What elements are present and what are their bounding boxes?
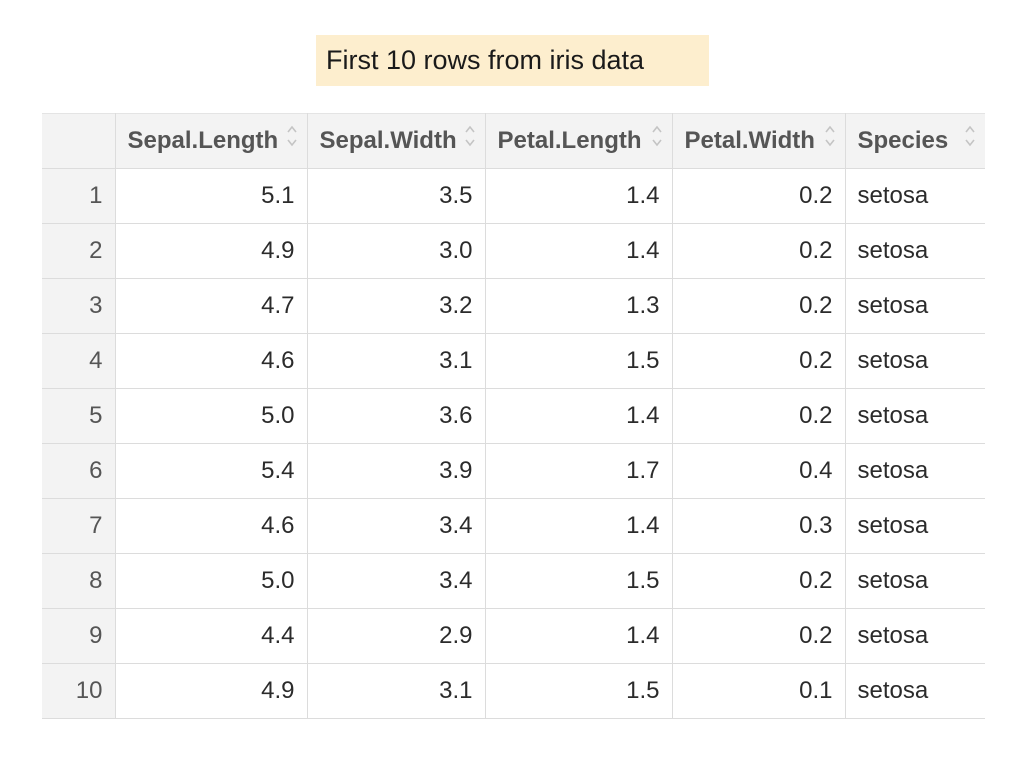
table-cell: setosa — [845, 388, 985, 444]
table-cell: setosa — [845, 333, 985, 389]
table-cell: 4.7 — [115, 278, 308, 334]
table-row[interactable]: 5 5.0 3.6 1.4 0.2 setosa — [42, 388, 985, 444]
table-row[interactable]: 1 5.1 3.5 1.4 0.2 setosa — [42, 168, 985, 224]
table-cell: 4.6 — [115, 333, 308, 389]
table-cell: 1.7 — [485, 443, 673, 499]
column-header-sepal-length[interactable]: Sepal.Length — [115, 113, 308, 169]
row-index: 9 — [42, 608, 116, 664]
table-cell: 5.4 — [115, 443, 308, 499]
table-cell: setosa — [845, 553, 985, 609]
table-cell: 0.3 — [672, 498, 846, 554]
index-column-header — [42, 113, 116, 169]
table-cell: 0.4 — [672, 443, 846, 499]
row-index: 5 — [42, 388, 116, 444]
table-cell: setosa — [845, 223, 985, 279]
slide-title: First 10 rows from iris data — [316, 35, 709, 86]
row-index: 6 — [42, 443, 116, 499]
table-cell: 0.2 — [672, 388, 846, 444]
table-cell: 3.6 — [307, 388, 486, 444]
sort-arrows-icon[interactable] — [464, 123, 475, 149]
column-header-label: Sepal.Length — [127, 127, 279, 154]
table-cell: 1.4 — [485, 168, 673, 224]
column-header-label: Petal.Width — [684, 127, 815, 154]
sort-arrows-icon[interactable] — [286, 123, 297, 149]
table-cell: 3.4 — [307, 553, 486, 609]
table-cell: setosa — [845, 498, 985, 554]
table-row[interactable]: 6 5.4 3.9 1.7 0.4 setosa — [42, 443, 985, 499]
row-index: 1 — [42, 168, 116, 224]
table-cell: 5.0 — [115, 388, 308, 444]
table-cell: 0.1 — [672, 663, 846, 719]
table-cell: 3.4 — [307, 498, 486, 554]
row-index: 7 — [42, 498, 116, 554]
table-cell: 1.5 — [485, 663, 673, 719]
table-cell: 4.9 — [115, 663, 308, 719]
table-cell: 0.2 — [672, 608, 846, 664]
table-cell: setosa — [845, 278, 985, 334]
table-cell: setosa — [845, 608, 985, 664]
table-cell: 1.5 — [485, 333, 673, 389]
table-cell: 0.2 — [672, 553, 846, 609]
table-cell: 0.2 — [672, 278, 846, 334]
table-row[interactable]: 10 4.9 3.1 1.5 0.1 setosa — [42, 663, 985, 719]
table-row[interactable]: 3 4.7 3.2 1.3 0.2 setosa — [42, 278, 985, 334]
table-cell: 1.4 — [485, 388, 673, 444]
table-cell: 3.1 — [307, 333, 486, 389]
table-cell: 5.1 — [115, 168, 308, 224]
table-cell: 4.9 — [115, 223, 308, 279]
column-header-sepal-width[interactable]: Sepal.Width — [307, 113, 486, 169]
row-index: 4 — [42, 333, 116, 389]
table-cell: 1.4 — [485, 498, 673, 554]
table-cell: setosa — [845, 168, 985, 224]
sort-arrows-icon[interactable] — [824, 123, 835, 149]
table-cell: setosa — [845, 443, 985, 499]
column-header-label: Species — [857, 127, 949, 154]
table-cell: 2.9 — [307, 608, 486, 664]
sort-arrows-icon[interactable] — [965, 123, 975, 149]
table-row[interactable]: 9 4.4 2.9 1.4 0.2 setosa — [42, 608, 985, 664]
column-header-species[interactable]: Species — [845, 113, 985, 169]
table-cell: 4.4 — [115, 608, 308, 664]
sort-arrows-icon[interactable] — [651, 123, 662, 149]
header-row: Sepal.Length Sepal.Width Petal.Length Pe… — [42, 113, 985, 169]
table-cell: 5.0 — [115, 553, 308, 609]
table-cell: 1.3 — [485, 278, 673, 334]
table-row[interactable]: 2 4.9 3.0 1.4 0.2 setosa — [42, 223, 985, 279]
table-cell: 1.5 — [485, 553, 673, 609]
table-cell: 4.6 — [115, 498, 308, 554]
table-cell: 3.5 — [307, 168, 486, 224]
slide-title-text: First 10 rows from iris data — [326, 45, 645, 75]
table-cell: 1.4 — [485, 223, 673, 279]
column-header-petal-width[interactable]: Petal.Width — [672, 113, 846, 169]
table-body: 1 5.1 3.5 1.4 0.2 setosa 2 4.9 3.0 1.4 0.2 setosa 3 4… — [42, 168, 985, 719]
row-index: 3 — [42, 278, 116, 334]
table-cell: 0.2 — [672, 333, 846, 389]
column-header-label: Sepal.Width — [319, 127, 457, 154]
data-table: Sepal.Length Sepal.Width Petal.Length Pe… — [42, 113, 985, 719]
table-cell: 3.0 — [307, 223, 486, 279]
table-cell: setosa — [845, 663, 985, 719]
column-header-label: Petal.Length — [497, 127, 642, 154]
column-header-petal-length[interactable]: Petal.Length — [485, 113, 673, 169]
row-index: 8 — [42, 553, 116, 609]
table-cell: 3.9 — [307, 443, 486, 499]
table-cell: 3.1 — [307, 663, 486, 719]
table-row[interactable]: 7 4.6 3.4 1.4 0.3 setosa — [42, 498, 985, 554]
table-row[interactable]: 8 5.0 3.4 1.5 0.2 setosa — [42, 553, 985, 609]
table-row[interactable]: 4 4.6 3.1 1.5 0.2 setosa — [42, 333, 985, 389]
table-cell: 0.2 — [672, 168, 846, 224]
table-cell: 3.2 — [307, 278, 486, 334]
row-index: 10 — [42, 663, 116, 719]
row-index: 2 — [42, 223, 116, 279]
table-cell: 0.2 — [672, 223, 846, 279]
table-cell: 1.4 — [485, 608, 673, 664]
